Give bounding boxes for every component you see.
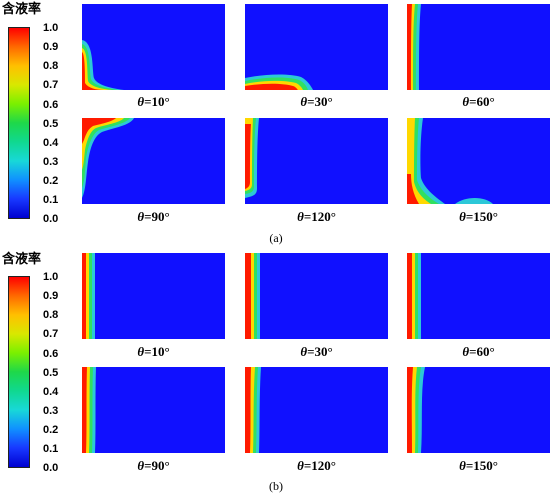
colorbar-tick: 0.6 <box>43 348 59 360</box>
liquid-film-b-60 <box>407 253 421 339</box>
liquid-film-b-10 <box>82 253 95 339</box>
contour-panel-a-120 <box>245 118 388 204</box>
liquid-field-a-150 <box>407 118 493 204</box>
colorbar-tick: 0.7 <box>43 328 59 340</box>
liquid-field-a-60 <box>407 4 421 90</box>
caption-b-10: θ=10° <box>137 344 170 359</box>
caption-a-150: θ=150° <box>459 209 498 224</box>
colorbar-tick: 1.0 <box>43 22 59 34</box>
colorbar-tick: 0.6 <box>43 99 59 111</box>
contour-panel-a-150 <box>407 118 550 204</box>
colorbar-tick: 0.3 <box>43 156 59 168</box>
colorbar-tick: 0.0 <box>43 462 59 474</box>
caption-a-90: θ=90° <box>137 209 170 224</box>
liquid-field-a-30 <box>245 74 313 90</box>
contour-panel-b-150 <box>407 367 550 453</box>
liquid-field-a-10 <box>82 40 124 90</box>
liquid-field-a-120 <box>245 118 259 198</box>
caption-b-30: θ=30° <box>300 344 333 359</box>
liquid-film-b-120 <box>245 367 261 453</box>
colorbar-tick: 0.2 <box>43 424 59 436</box>
colorbar-tick: 0.9 <box>43 41 59 53</box>
colorbar-tick: 0.4 <box>43 137 59 149</box>
contour-panel-a-90 <box>82 118 225 204</box>
caption-a-120: θ=120° <box>297 209 336 224</box>
colorbar-tick: 0.9 <box>43 290 59 302</box>
contour-panel-a-30 <box>245 4 388 90</box>
liquid-film-b-90 <box>82 367 96 453</box>
contour-panel-b-30 <box>245 253 388 339</box>
colorbar-a <box>8 27 30 219</box>
colorbar-tick: 0.3 <box>43 405 59 417</box>
figure-b-label: (b) <box>269 479 283 493</box>
colorbar-title-a: 含液率 <box>2 2 42 17</box>
colorbar-title-b: 含液率 <box>2 252 42 267</box>
caption-a-10: θ=10° <box>137 94 170 109</box>
colorbar-tick: 0.1 <box>43 194 59 206</box>
caption-b-60: θ=60° <box>462 344 495 359</box>
caption-b-120: θ=120° <box>297 458 336 473</box>
colorbar-tick: 1.0 <box>43 271 59 283</box>
colorbar-tick: 0.7 <box>43 79 59 91</box>
colorbar-tick: 0.8 <box>43 309 59 321</box>
figure-a-label: (a) <box>269 231 283 245</box>
colorbar-tick: 0.4 <box>43 386 59 398</box>
contour-panel-b-120 <box>245 367 388 453</box>
caption-a-30: θ=30° <box>300 94 333 109</box>
colorbar-tick: 0.2 <box>43 175 59 187</box>
liquid-film-b-30 <box>245 253 260 339</box>
contour-panel-b-90 <box>82 367 225 453</box>
colorbar-tick: 0.0 <box>43 213 59 225</box>
caption-a-60: θ=60° <box>462 94 495 109</box>
liquid-field-a-90 <box>82 118 134 198</box>
contour-panel-b-60 <box>407 253 550 339</box>
caption-b-150: θ=150° <box>459 458 498 473</box>
contour-panel-a-10 <box>82 4 225 90</box>
contour-panel-b-10 <box>82 253 225 339</box>
contour-panel-a-60 <box>407 4 550 90</box>
colorbar-tick: 0.5 <box>43 118 59 130</box>
colorbar-b <box>8 276 30 468</box>
liquid-film-b-150 <box>407 367 425 453</box>
colorbar-tick: 0.5 <box>43 367 59 379</box>
colorbar-tick: 0.1 <box>43 443 59 455</box>
colorbar-tick: 0.8 <box>43 60 59 72</box>
caption-b-90: θ=90° <box>137 458 170 473</box>
